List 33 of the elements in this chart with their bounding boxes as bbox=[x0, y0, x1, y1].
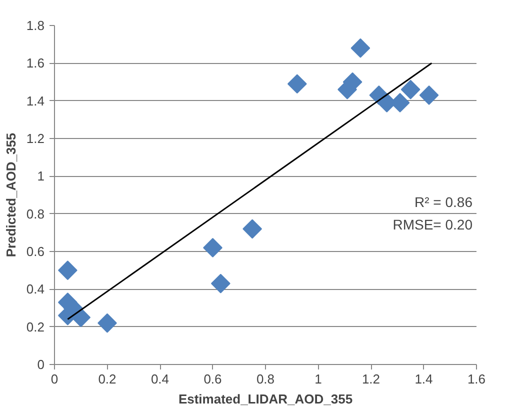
y-tick-label: 1 bbox=[37, 168, 45, 184]
annotation: RMSE= 0.20 bbox=[392, 216, 473, 233]
x-tick-label: 1.6 bbox=[467, 372, 486, 386]
point bbox=[400, 80, 420, 100]
y-tick-label: 0.6 bbox=[26, 244, 45, 259]
x-axis-title: Estimated_LIDAR_AOD_355 bbox=[178, 392, 353, 406]
x-tick-label: 1.4 bbox=[414, 372, 433, 386]
y-tick-label: 0.8 bbox=[26, 206, 45, 222]
x-tick-label: 0.2 bbox=[98, 372, 116, 386]
y-tick-label: 1.6 bbox=[26, 56, 45, 71]
point bbox=[242, 219, 262, 239]
y-tick-label: 1.4 bbox=[26, 93, 45, 108]
y-tick-label: 0.4 bbox=[26, 282, 45, 297]
point bbox=[419, 85, 439, 105]
point bbox=[203, 238, 222, 258]
x-tick-label: 0 bbox=[50, 372, 58, 386]
point bbox=[350, 38, 370, 58]
x-tick-label: 0.4 bbox=[150, 372, 170, 386]
x-tick-label: 0.8 bbox=[256, 372, 275, 386]
y-tick-label: 1.8 bbox=[26, 18, 45, 33]
x-tick-label: 1.2 bbox=[362, 372, 380, 386]
point bbox=[98, 313, 117, 333]
point bbox=[210, 274, 230, 294]
annotation: R² = 0.86 bbox=[414, 194, 473, 210]
y-tick-label: 0 bbox=[37, 357, 45, 372]
y-tick-label: 0.2 bbox=[26, 319, 45, 334]
point bbox=[58, 260, 78, 280]
y-tick-label: 1.2 bbox=[26, 131, 45, 146]
x-tick-label: 1 bbox=[314, 372, 322, 386]
point bbox=[71, 308, 91, 328]
y-axis-title: Predicted_AOD_355 bbox=[3, 132, 18, 258]
point bbox=[287, 74, 307, 94]
x-tick-label: 0.6 bbox=[204, 372, 222, 386]
